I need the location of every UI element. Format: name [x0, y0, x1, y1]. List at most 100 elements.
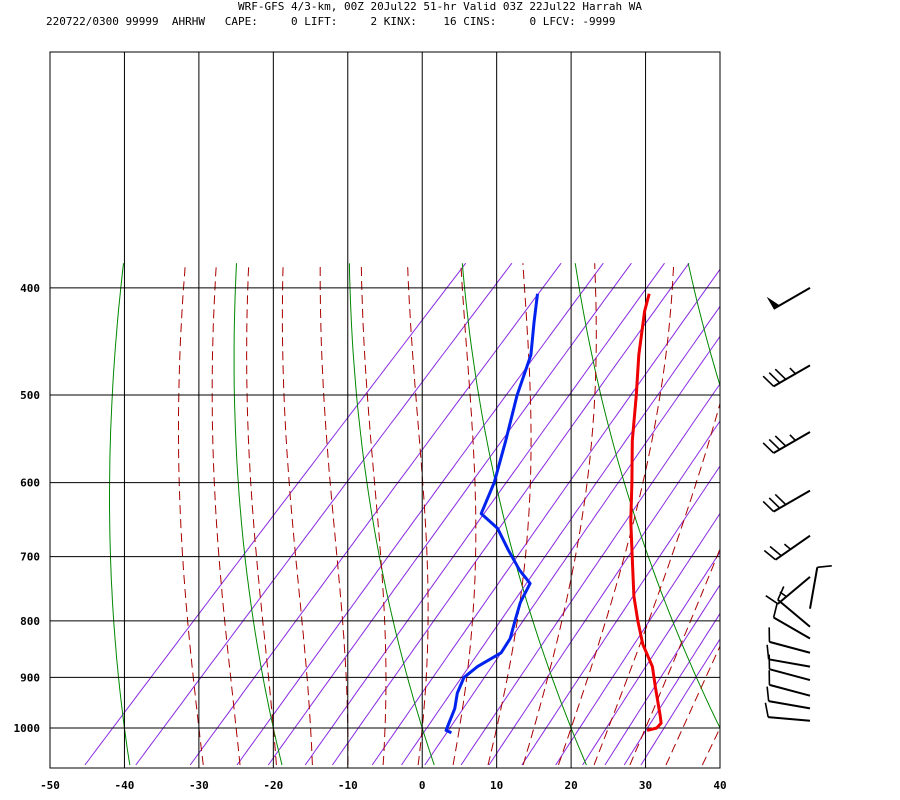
moist-adiabat-line	[629, 547, 720, 766]
wind-barb	[766, 686, 811, 710]
wind-barb-feather	[774, 435, 787, 447]
wind-barb	[768, 654, 811, 682]
x-tick-label: 20	[564, 779, 577, 792]
mixing-ratio-line	[521, 465, 720, 766]
mixing-ratio-line	[488, 420, 720, 766]
mixing-ratio-line	[135, 262, 513, 766]
wind-barb-staff	[773, 364, 811, 388]
mixing-ratio-line	[189, 262, 562, 766]
wind-barb-staff	[777, 576, 811, 605]
wind-barb-feather	[764, 702, 769, 718]
x-tick-label: 10	[490, 779, 503, 792]
x-tick-label: -20	[263, 779, 283, 792]
mixing-ratio-line	[424, 335, 720, 766]
wind-barb-pennant	[766, 296, 780, 309]
wind-barb-staff	[773, 431, 811, 454]
moist-adiabat-line	[211, 263, 241, 766]
wind-barb	[777, 586, 811, 628]
wind-barb-feather	[774, 368, 787, 380]
x-tick-label: -10	[338, 779, 358, 792]
moist-adiabat-line	[558, 263, 675, 766]
wind-barb-feather	[762, 500, 775, 513]
temperature-profile-line	[629, 293, 663, 732]
wind-barb-feather	[769, 545, 782, 557]
wind-barb-staff	[777, 599, 811, 628]
x-tick-labels: -50 -40 -30 -20 -10 0 10 20 30 40	[40, 779, 727, 792]
wind-barb	[772, 603, 811, 640]
dry-adiabat-line	[233, 263, 283, 766]
x-tick-label: -50	[40, 779, 60, 792]
x-tick-label: 30	[639, 779, 652, 792]
x-tick-label: 40	[713, 779, 726, 792]
moist-adiabat-line	[522, 263, 597, 766]
y-tick-label: 600	[20, 477, 40, 490]
wind-barb	[765, 576, 811, 605]
wind-barb-feather	[762, 375, 775, 387]
x-tick-label: 0	[419, 779, 426, 792]
moist-adiabat-line	[407, 263, 429, 766]
wind-barbs	[762, 287, 832, 722]
moist-adiabat-line	[178, 263, 204, 766]
wind-barb-staff	[809, 567, 819, 609]
wind-barb-feather	[768, 438, 781, 451]
x-tick-label: -30	[189, 779, 209, 792]
wind-barb-staff	[768, 658, 811, 668]
mixing-ratio-line	[582, 551, 720, 766]
mixing-ratio-line	[236, 262, 604, 766]
dry-adiabat-line	[801, 263, 900, 765]
mixing-ratio-line	[331, 262, 690, 766]
moist-adiabats	[178, 263, 720, 766]
wind-barb	[809, 564, 832, 609]
wind-barb	[766, 287, 811, 310]
wind-barb-staff	[768, 700, 811, 710]
sounding-indices: 220722/0300 99999 AHRHW CAPE: 0 LIFT: 2 …	[46, 15, 616, 28]
mixing-ratio-line	[84, 262, 467, 766]
moist-adiabat-line	[281, 263, 313, 766]
wind-barb-staff	[773, 616, 811, 640]
profile-lines	[444, 293, 663, 735]
wind-barb-feather	[774, 493, 787, 506]
mixing-ratio-line	[640, 638, 720, 766]
mixing-ratio-line	[304, 262, 665, 766]
wind-barb-half-feather	[789, 367, 797, 375]
mixing-ratio-line	[555, 512, 720, 766]
mixing-ratio-line	[401, 305, 720, 766]
header: WRF-GFS 4/3-km, 00Z 20Jul22 51-hr Valid …	[0, 0, 900, 34]
mixing-ratio-lines	[84, 262, 720, 766]
dry-adiabat-line	[348, 263, 435, 766]
moist-adiabat-line	[360, 263, 387, 766]
moist-adiabat-line	[319, 263, 349, 765]
wind-barb-half-feather	[789, 434, 797, 441]
y-tick-label: 700	[20, 551, 40, 564]
wind-barb-feather	[766, 686, 770, 702]
grid-lines	[49, 52, 721, 768]
wind-barb	[762, 431, 811, 454]
y-tick-labels: 400 500 600 700 800 900 1000	[14, 282, 41, 735]
mixing-ratio-line	[460, 383, 720, 766]
wind-barb-staff	[769, 668, 811, 682]
mixing-ratio-line	[371, 268, 720, 766]
wind-barb-staff	[769, 683, 811, 697]
y-tick-label: 500	[20, 389, 40, 402]
wind-barb	[768, 670, 811, 697]
wind-barb-feather	[766, 644, 770, 660]
plot-border	[49, 51, 721, 769]
moist-adiabat-line	[593, 401, 720, 766]
wind-barb-feather	[768, 497, 781, 509]
y-tick-label: 400	[20, 282, 40, 295]
moist-adiabat-line	[701, 726, 720, 766]
moist-adiabat-line	[452, 263, 477, 766]
plot-frame	[49, 51, 721, 769]
x-tick-label: -40	[115, 779, 135, 792]
wind-barb-feather	[777, 586, 785, 601]
dry-adiabats	[109, 263, 900, 766]
wind-barb	[768, 627, 811, 654]
wind-barb-staff	[775, 534, 811, 561]
mixing-ratio-line	[623, 612, 720, 766]
wind-barb	[762, 489, 811, 513]
wind-barb	[766, 644, 811, 668]
dry-adiabat-line	[574, 263, 720, 730]
wind-barb-feather	[768, 372, 781, 384]
wind-barb-feather	[817, 564, 832, 569]
